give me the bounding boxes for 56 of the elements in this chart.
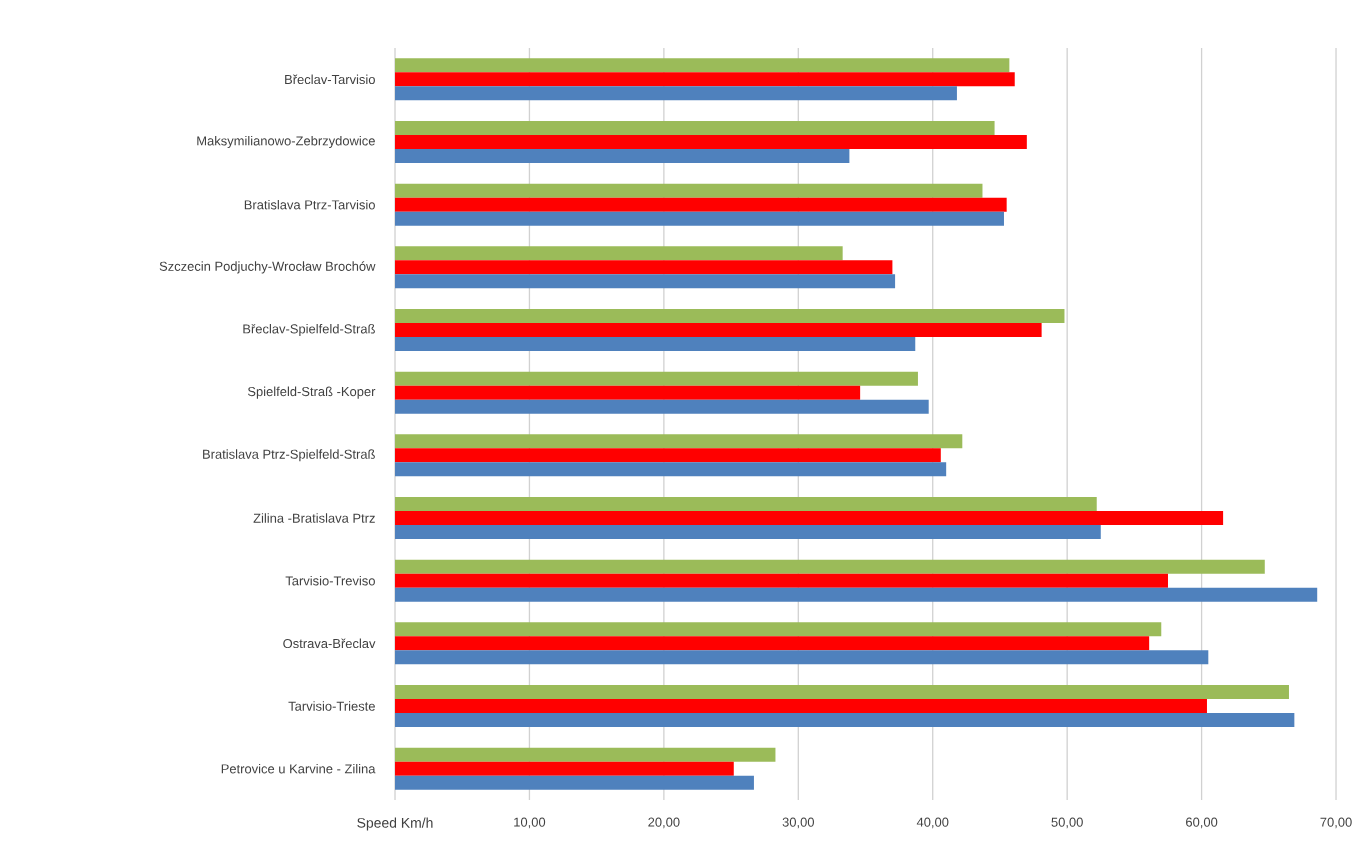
bar xyxy=(395,434,963,449)
bar xyxy=(395,197,1007,212)
y-tick-label: Szczecin Podjuchy-Wrocław Brochów xyxy=(159,261,376,274)
bar xyxy=(395,337,916,351)
x-axis-title: Speed Km/h xyxy=(357,817,433,831)
x-tick-label: 40,00 xyxy=(916,817,949,829)
bar xyxy=(395,260,893,275)
bar xyxy=(395,323,1042,337)
bar xyxy=(395,309,1065,323)
x-tick-label: 20,00 xyxy=(648,817,680,829)
bar xyxy=(395,761,734,776)
x-tick-label: 30,00 xyxy=(782,817,814,829)
y-tick-label: Ostrava-Břeclav xyxy=(283,638,376,649)
bar xyxy=(395,399,929,414)
bar xyxy=(395,58,1010,73)
y-tick-label: Zilina -Bratislava Ptrz xyxy=(253,513,375,523)
x-tick-label: 60,00 xyxy=(1186,817,1218,829)
bar xyxy=(395,462,947,477)
bar xyxy=(395,511,1224,525)
bar xyxy=(395,246,843,261)
bar xyxy=(395,650,1209,665)
bar xyxy=(395,72,1015,87)
bar xyxy=(395,211,1004,226)
y-tick-label: Tarvisio-Treviso xyxy=(285,575,375,586)
y-tick-label: Maksymilianowo-Zebrzydowice xyxy=(197,135,375,149)
bar xyxy=(395,525,1101,539)
bar xyxy=(395,747,776,762)
bar xyxy=(395,448,941,463)
bar xyxy=(395,559,1265,574)
bar xyxy=(395,573,1168,588)
bar xyxy=(395,497,1097,511)
bar xyxy=(395,713,1295,728)
bar xyxy=(395,622,1162,637)
bar xyxy=(395,685,1289,700)
y-tick-label: Břeclav-Tarvisio xyxy=(285,74,375,85)
bar xyxy=(395,699,1207,714)
y-tick-label: Bratislava Ptrz-Spielfeld-Straß xyxy=(203,449,375,462)
y-tick-label: Petrovice u Karvine - Zilina xyxy=(221,763,376,774)
x-tick-label: 10,00 xyxy=(514,817,546,829)
bar xyxy=(395,134,1027,149)
y-tick-label: Spielfeld-Straß -Koper xyxy=(247,386,376,399)
x-tick-label: 50,00 xyxy=(1051,817,1083,829)
bar xyxy=(395,385,861,400)
bar xyxy=(395,587,1318,602)
bar xyxy=(395,371,918,386)
y-tick-label: Tarvisio-Trieste xyxy=(288,701,375,711)
x-tick-label: 70,00 xyxy=(1320,817,1352,829)
bar xyxy=(395,86,957,101)
bar xyxy=(395,120,995,135)
bar xyxy=(395,775,754,790)
bar xyxy=(395,636,1150,651)
bar xyxy=(395,183,983,198)
bar xyxy=(395,148,850,163)
y-tick-label: Břeclav-Spielfeld-Straß xyxy=(243,323,375,337)
y-tick-label: Bratislava Ptrz-Tarvisio xyxy=(244,199,375,210)
bar xyxy=(395,274,896,289)
